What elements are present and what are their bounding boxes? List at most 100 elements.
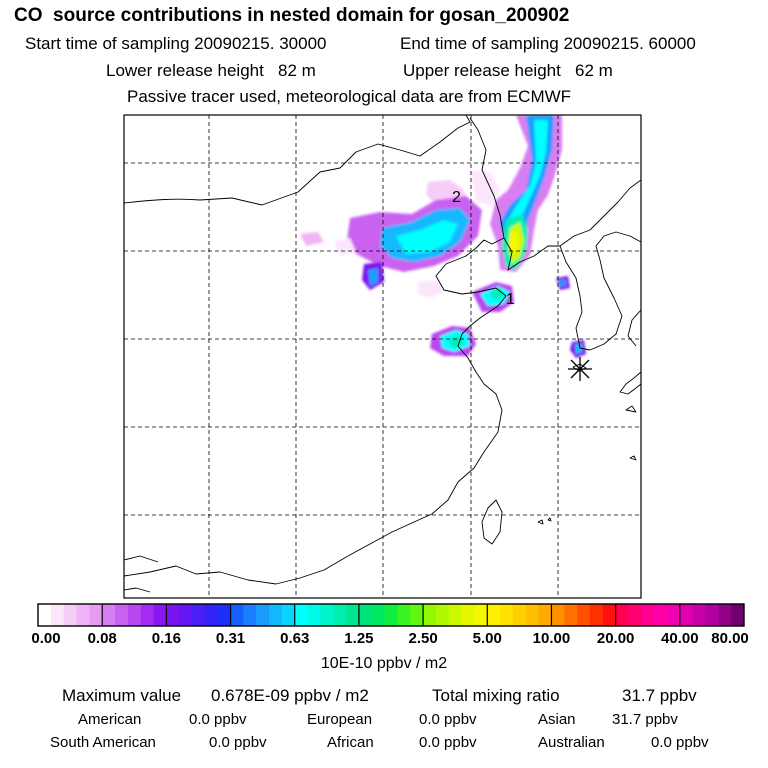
region-asian-label: Asian bbox=[538, 711, 576, 728]
colorbar-cell bbox=[641, 604, 655, 626]
colorbar-cell bbox=[384, 604, 398, 626]
region-american-label: American bbox=[78, 711, 142, 728]
colorbar bbox=[37, 603, 745, 627]
colorbar-tick-label: 40.00 bbox=[661, 630, 699, 647]
marker-2: 2 bbox=[452, 189, 461, 206]
colorbar-tick-label: 2.50 bbox=[408, 630, 438, 647]
colorbar-cell bbox=[705, 604, 719, 626]
colorbar-cell bbox=[577, 604, 591, 626]
colorbar-tick-label: 80.00 bbox=[711, 630, 749, 647]
border-korea-china bbox=[559, 179, 641, 247]
colorbar-cell bbox=[243, 604, 257, 626]
region-south-american-label: South American bbox=[50, 734, 156, 751]
colorbar-cell bbox=[140, 604, 154, 626]
colorbar-cell bbox=[281, 604, 296, 626]
colorbar-cell bbox=[551, 604, 565, 626]
colorbar-cell bbox=[76, 604, 90, 626]
region-african-label: African bbox=[327, 734, 374, 751]
coast-korea bbox=[559, 231, 641, 351]
region-african-value: 0.0 ppbv bbox=[419, 734, 477, 751]
coastlines bbox=[124, 115, 641, 593]
colorbar-cell bbox=[63, 604, 77, 626]
colorbar-cell bbox=[487, 604, 501, 626]
colorbar-cell bbox=[115, 604, 129, 626]
coast-korea-east bbox=[627, 309, 641, 347]
colorbar-cell bbox=[589, 604, 604, 626]
plume-west-inner bbox=[396, 220, 458, 254]
colorbar-cell bbox=[564, 604, 578, 626]
coast-jeju bbox=[572, 363, 587, 372]
colorbar-cell bbox=[102, 604, 116, 626]
region-asian-value: 31.7 ppbv bbox=[612, 711, 678, 728]
colorbar-cell bbox=[410, 604, 424, 626]
lat-lon-grid bbox=[124, 115, 641, 598]
colorbar-cell bbox=[461, 604, 475, 626]
colorbar-cell bbox=[204, 604, 219, 626]
coast-bohai bbox=[347, 237, 507, 557]
asterisk-icon bbox=[568, 357, 592, 381]
marker-1: 1 bbox=[506, 291, 515, 308]
colorbar-cell bbox=[628, 604, 642, 626]
colorbar-cell bbox=[230, 604, 244, 626]
colorbar-cell bbox=[217, 604, 231, 626]
colorbar-cell bbox=[615, 604, 629, 626]
colorbar-tick-label: 0.08 bbox=[87, 630, 117, 647]
colorbar-cell bbox=[320, 604, 334, 626]
colorbar-cell bbox=[512, 604, 527, 626]
region-australian-label: Australian bbox=[538, 734, 605, 751]
coast-taiwan bbox=[481, 499, 503, 545]
colorbar-cell bbox=[192, 604, 206, 626]
colorbar-cell bbox=[89, 604, 103, 626]
coast-hainan bbox=[124, 587, 151, 593]
lower-release-height-label: Lower release height 82 m bbox=[106, 61, 316, 80]
colorbar-cell bbox=[435, 604, 450, 626]
colorbar-tick-label: 1.25 bbox=[344, 630, 374, 647]
colorbar-cell bbox=[718, 604, 732, 626]
colorbar-tick-label: 20.00 bbox=[596, 630, 635, 647]
colorbar-cell bbox=[153, 604, 167, 626]
colorbar-cell bbox=[666, 604, 681, 626]
border-south-china bbox=[124, 555, 349, 585]
colorbar-cell bbox=[346, 604, 360, 626]
colorbar-cell bbox=[525, 604, 540, 626]
region-european-value: 0.0 ppbv bbox=[419, 711, 477, 728]
colorbar-cell bbox=[38, 604, 52, 626]
colorbar-cell bbox=[333, 604, 347, 626]
colorbar-tick-label: 0.63 bbox=[280, 630, 310, 647]
end-time-label: End time of sampling 20090215. 60000 bbox=[400, 34, 696, 53]
colorbar-cell bbox=[166, 604, 180, 626]
region-south-american-value: 0.0 ppbv bbox=[209, 734, 267, 751]
total-mixing-ratio-label: Total mixing ratio bbox=[432, 686, 560, 705]
colorbar-tick-label: 5.00 bbox=[472, 630, 502, 647]
concentration-field bbox=[300, 115, 586, 358]
border-manchuria bbox=[469, 117, 505, 239]
colorbar-cell bbox=[371, 604, 385, 626]
map-frame bbox=[123, 114, 642, 599]
colorbar-cell bbox=[654, 604, 668, 626]
colorbar-cell bbox=[692, 604, 706, 626]
upper-release-height-label: Upper release height 62 m bbox=[403, 61, 613, 80]
colorbar-cell bbox=[397, 604, 411, 626]
colorbar-cell bbox=[679, 604, 694, 626]
colorbar-cell bbox=[307, 604, 321, 626]
plot-title: CO source contributions in nested domain… bbox=[14, 5, 570, 26]
colorbar-cell bbox=[731, 604, 745, 626]
colorbar-cell bbox=[256, 604, 270, 626]
max-value-text: 0.678E-09 ppbv / m2 bbox=[211, 686, 369, 705]
colorbar-cell bbox=[127, 604, 142, 626]
coast-japan bbox=[619, 371, 641, 395]
border-mongolia bbox=[124, 115, 471, 206]
map-panel: 2 1 bbox=[123, 114, 642, 599]
colorbar-cell bbox=[269, 604, 283, 626]
colorbar-cell bbox=[538, 604, 552, 626]
coast-liaodong bbox=[503, 237, 560, 271]
colorbar-cell bbox=[602, 604, 617, 626]
colorbar-cell bbox=[294, 604, 308, 626]
region-american-value: 0.0 ppbv bbox=[189, 711, 247, 728]
colorbar-tick-label: 0.16 bbox=[151, 630, 181, 647]
region-australian-value: 0.0 ppbv bbox=[651, 734, 709, 751]
plume-northeast-inner bbox=[508, 120, 548, 230]
colorbar-cell bbox=[358, 604, 373, 626]
colorbar-cell bbox=[448, 604, 462, 626]
region-european-label: European bbox=[307, 711, 373, 728]
